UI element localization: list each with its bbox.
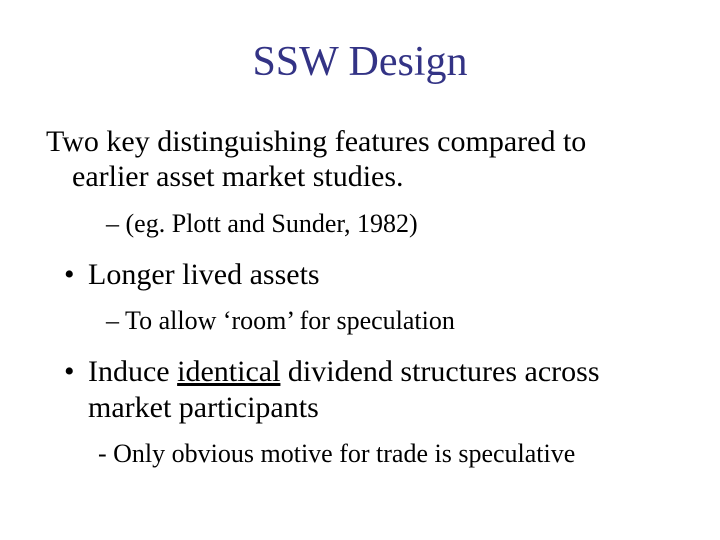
bullet-dot-icon: • bbox=[64, 257, 88, 292]
bullet-induce-identical: •Induce identical dividend structures ac… bbox=[64, 354, 680, 425]
bullet2-pre: Induce bbox=[88, 355, 177, 388]
intro-line2: earlier asset market studies. bbox=[46, 160, 404, 193]
bullet-dot-icon: • bbox=[64, 354, 88, 389]
intro-line1: Two key distinguishing features compared… bbox=[46, 125, 586, 158]
slide: SSW Design Two key distinguishing featur… bbox=[0, 0, 720, 540]
intro-text: Two key distinguishing features compared… bbox=[40, 124, 680, 195]
bullet-longer-lived: •Longer lived assets bbox=[64, 257, 680, 292]
bullet2-line2: market participants bbox=[64, 390, 680, 425]
sub-item-citation: – (eg. Plott and Sunder, 1982) bbox=[106, 209, 680, 239]
sub-item-room: – To allow ‘room’ for speculation bbox=[106, 306, 680, 336]
bullet1-text: Longer lived assets bbox=[88, 257, 320, 292]
slide-title: SSW Design bbox=[40, 38, 680, 86]
sub-item-motive: - Only obvious motive for trade is specu… bbox=[98, 439, 680, 469]
bullet2-post: dividend structures across bbox=[280, 355, 599, 388]
bullet2-underlined: identical bbox=[177, 355, 280, 388]
